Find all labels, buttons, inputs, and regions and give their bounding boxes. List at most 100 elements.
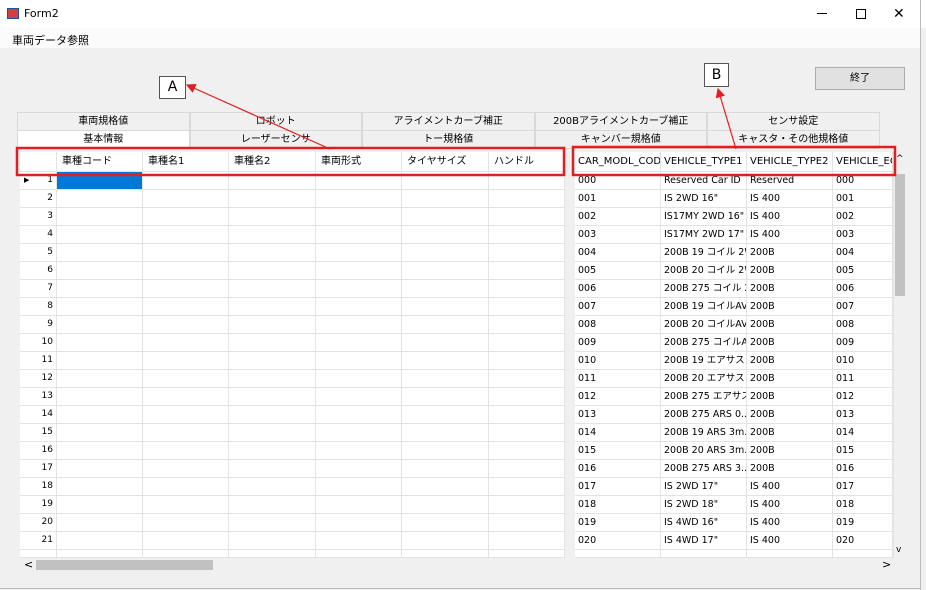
grid-cell[interactable]: Reserved (747, 172, 833, 190)
grid-cell[interactable]: 200B 275 エアサス ... (661, 388, 747, 406)
grid-cell[interactable] (143, 244, 229, 262)
grid-cell[interactable] (316, 298, 402, 316)
grid-cell[interactable]: 018 (575, 496, 661, 514)
grid-cell[interactable]: 200B (747, 298, 833, 316)
grid-cell[interactable] (229, 190, 316, 208)
grid-cell[interactable]: 015 (833, 442, 893, 460)
grid-cell[interactable] (489, 514, 565, 532)
grid-cell[interactable] (229, 550, 316, 558)
grid-cell[interactable]: 005 (833, 262, 893, 280)
grid-cell[interactable]: 002 (833, 208, 893, 226)
grid-cell[interactable] (143, 352, 229, 370)
grid-cell[interactable]: IS17MY 2WD 16" (661, 208, 747, 226)
grid-cell[interactable] (489, 424, 565, 442)
grid-cell[interactable] (489, 370, 565, 388)
grid-cell[interactable] (143, 478, 229, 496)
grid-cell[interactable]: 007 (575, 298, 661, 316)
grid-cell[interactable] (489, 496, 565, 514)
grid-cell[interactable]: 019 (833, 514, 893, 532)
grid-cell[interactable]: 200B 20 コイル 2WD (661, 262, 747, 280)
grid-cell[interactable] (402, 460, 489, 478)
grid-cell[interactable] (402, 190, 489, 208)
grid-cell[interactable] (316, 532, 402, 550)
grid-cell[interactable] (143, 298, 229, 316)
grid-cell[interactable] (489, 478, 565, 496)
grid-cell[interactable]: 200B (747, 370, 833, 388)
grid-cell[interactable] (316, 514, 402, 532)
grid-cell[interactable]: 200B 275 ARS 0... (661, 406, 747, 424)
grid-cell[interactable] (57, 406, 143, 424)
grid-cell[interactable]: 001 (833, 190, 893, 208)
grid-cell[interactable] (57, 190, 143, 208)
grid-cell[interactable] (143, 370, 229, 388)
grid-cell[interactable] (489, 532, 565, 550)
grid-cell[interactable]: 011 (575, 370, 661, 388)
grid-cell[interactable] (229, 280, 316, 298)
column-header[interactable]: 車種名2 (229, 152, 316, 172)
grid-cell[interactable]: 013 (575, 406, 661, 424)
grid-cell[interactable]: IS 4WD 17" (661, 532, 747, 550)
tab[interactable]: キャスタ・その他規格値 (707, 130, 880, 149)
column-header[interactable]: 車両形式 (316, 152, 402, 172)
grid-cell[interactable] (489, 262, 565, 280)
grid-cell[interactable] (489, 280, 565, 298)
grid-cell[interactable]: IS 400 (747, 226, 833, 244)
grid-cell[interactable]: 200B 20 コイルAV... (661, 316, 747, 334)
grid-cell[interactable] (229, 334, 316, 352)
grid-cell[interactable]: 010 (833, 352, 893, 370)
grid-cell[interactable] (57, 244, 143, 262)
maximize-button[interactable] (856, 9, 866, 19)
grid-cell[interactable]: 200B (747, 244, 833, 262)
grid-cell[interactable] (402, 532, 489, 550)
grid-cell[interactable] (229, 532, 316, 550)
grid-cell[interactable]: 020 (575, 532, 661, 550)
grid-cell[interactable] (316, 244, 402, 262)
grid-cell[interactable] (402, 262, 489, 280)
scroll-right[interactable]: > (882, 558, 892, 571)
grid-cell[interactable]: 200B (747, 262, 833, 280)
grid-cell[interactable] (661, 550, 747, 558)
grid-cell[interactable]: 014 (575, 424, 661, 442)
grid-cell[interactable] (402, 334, 489, 352)
grid-cell[interactable] (489, 550, 565, 558)
grid-cell[interactable]: 001 (575, 190, 661, 208)
grid-cell[interactable] (229, 514, 316, 532)
grid-cell[interactable] (489, 226, 565, 244)
grid-cell[interactable]: IS 2WD 18" (661, 496, 747, 514)
close-button[interactable]: ✕ (893, 6, 905, 22)
grid-cell[interactable] (316, 190, 402, 208)
grid-cell[interactable] (143, 388, 229, 406)
grid-cell[interactable]: Reserved Car ID (661, 172, 747, 190)
grid-cell[interactable] (316, 352, 402, 370)
grid-cell[interactable] (143, 226, 229, 244)
grid-cell[interactable] (229, 298, 316, 316)
horizontal-scrollbar[interactable] (20, 558, 907, 572)
grid-cell[interactable]: 200B 275 ARS 3... (661, 460, 747, 478)
column-header[interactable]: 車種名1 (143, 152, 229, 172)
grid-cell[interactable] (57, 478, 143, 496)
scroll-thumb[interactable] (36, 560, 213, 570)
grid-cell[interactable] (229, 172, 316, 190)
grid-cell[interactable] (57, 334, 143, 352)
column-header[interactable]: 車種コード (57, 152, 143, 172)
grid-cell[interactable] (489, 244, 565, 262)
grid-cell[interactable] (402, 442, 489, 460)
grid-cell[interactable] (229, 226, 316, 244)
grid-cell[interactable] (489, 190, 565, 208)
grid-cell[interactable] (316, 172, 402, 190)
grid-cell[interactable]: 017 (575, 478, 661, 496)
column-header[interactable]: タイヤサイズ (402, 152, 489, 172)
grid-cell[interactable]: 016 (575, 460, 661, 478)
column-header[interactable]: VEHICLE_TYPE2 (747, 152, 833, 172)
grid-cell[interactable]: 014 (833, 424, 893, 442)
grid-cell[interactable]: IS 2WD 17" (661, 478, 747, 496)
grid-cell[interactable] (229, 460, 316, 478)
grid-cell[interactable]: 006 (833, 280, 893, 298)
grid-cell[interactable] (143, 208, 229, 226)
grid-cell[interactable] (402, 208, 489, 226)
grid-cell[interactable]: 019 (575, 514, 661, 532)
grid-cell[interactable] (143, 460, 229, 478)
grid-cell[interactable] (316, 334, 402, 352)
grid-cell[interactable]: 013 (833, 406, 893, 424)
grid-cell[interactable] (57, 550, 143, 558)
